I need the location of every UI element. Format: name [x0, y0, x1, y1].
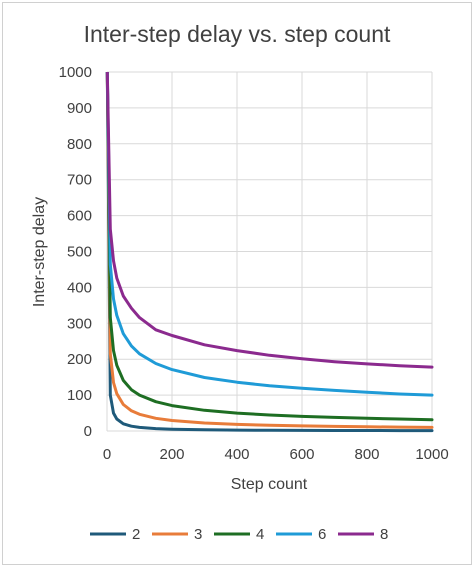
series-line-4	[105, 72, 434, 422]
legend-item-2: 2	[90, 526, 140, 543]
y-tick-label: 200	[67, 351, 92, 368]
x-tick-label: 1000	[415, 446, 448, 463]
legend-item-4: 4	[214, 526, 264, 543]
series-lines	[105, 72, 434, 433]
series-line-8	[105, 72, 434, 369]
y-tick-label: 900	[67, 100, 92, 117]
chart-title: Inter-step delay vs. step count	[84, 21, 391, 47]
x-tick-label: 200	[159, 446, 184, 463]
legend-label: 2	[132, 526, 140, 543]
gridlines	[106, 71, 433, 432]
series-line-6	[105, 72, 434, 397]
y-tick-label: 400	[67, 279, 92, 296]
y-tick-label: 300	[67, 315, 92, 332]
x-axis-title: Step count	[231, 476, 308, 493]
y-tick-label: 700	[67, 172, 92, 189]
x-axis-ticks: 0 200 400 600 800 1000	[103, 446, 449, 463]
y-tick-label: 500	[67, 244, 92, 261]
legend-item-8: 8	[338, 526, 388, 543]
legend-label: 8	[380, 526, 388, 543]
y-axis-ticks: 0 100 200 300 400 500 600 700 800 900 1000	[59, 64, 92, 440]
series-line-3	[105, 72, 434, 429]
x-tick-label: 800	[354, 446, 379, 463]
y-tick-label: 600	[67, 208, 92, 225]
legend-label: 6	[318, 526, 326, 543]
legend-label: 4	[256, 526, 264, 543]
y-axis-title: Inter-step delay	[31, 197, 48, 307]
legend-item-6: 6	[276, 526, 326, 543]
legend-label: 3	[194, 526, 202, 543]
x-tick-label: 0	[103, 446, 111, 463]
x-tick-label: 600	[289, 446, 314, 463]
series-line-2	[105, 72, 434, 433]
legend-item-3: 3	[152, 526, 202, 543]
x-tick-label: 400	[224, 446, 249, 463]
y-tick-label: 800	[67, 136, 92, 153]
y-tick-label: 0	[84, 423, 92, 440]
y-tick-label: 1000	[59, 64, 92, 81]
legend: 2 3 4 6 8	[90, 526, 388, 543]
y-tick-label: 100	[67, 387, 92, 404]
